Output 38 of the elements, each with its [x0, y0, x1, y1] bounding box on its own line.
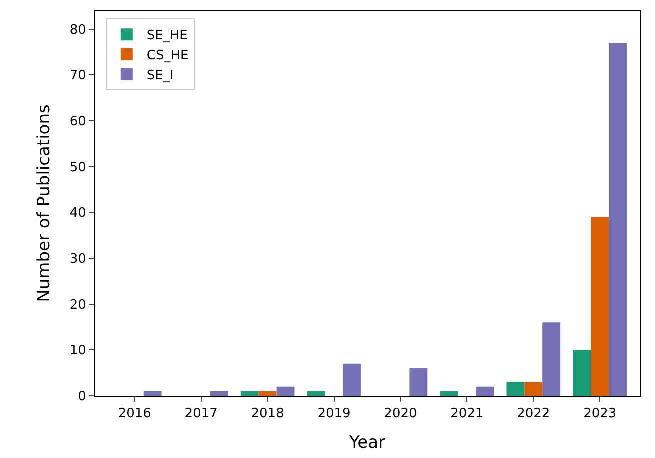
bar	[524, 382, 543, 396]
y-tick-label: 30	[70, 252, 86, 268]
bar	[343, 364, 362, 396]
bar	[591, 217, 610, 396]
bar	[609, 43, 628, 396]
y-tick-label: 50	[70, 160, 86, 176]
bar	[258, 391, 277, 396]
x-tick-label: 2019	[318, 406, 351, 422]
bar	[276, 386, 295, 396]
x-tick-label: 2018	[251, 406, 284, 422]
bar	[476, 386, 494, 396]
bar	[573, 350, 592, 396]
y-axis-title: Number of Publications	[34, 104, 54, 302]
bar	[410, 368, 428, 396]
legend-label: CS_HE	[146, 48, 189, 64]
x-tick-label: 2023	[584, 406, 617, 422]
y-tick-label: 0	[78, 390, 86, 405]
y-tick-label: 40	[70, 206, 86, 222]
bar	[440, 391, 458, 396]
bar	[506, 382, 525, 396]
x-tick-label: 2016	[118, 406, 152, 422]
bar	[307, 391, 326, 396]
y-tick-label: 70	[70, 68, 86, 84]
legend-label: SE_I	[146, 68, 174, 84]
bar	[542, 322, 561, 396]
bar	[240, 391, 259, 396]
y-tick-label: 60	[70, 114, 86, 130]
x-tick-label: 2020	[384, 406, 418, 422]
y-tick-label: 20	[70, 298, 86, 313]
x-tick-label: 2021	[450, 406, 484, 422]
y-tick-label: 80	[70, 22, 86, 38]
bar	[144, 391, 162, 396]
bar	[210, 391, 228, 396]
x-tick-label: 2017	[184, 406, 218, 422]
y-tick-label: 10	[70, 344, 86, 359]
legend-label: SE_HE	[146, 28, 188, 44]
x-axis-title: Year	[348, 433, 386, 453]
x-tick-label: 2022	[517, 406, 550, 422]
